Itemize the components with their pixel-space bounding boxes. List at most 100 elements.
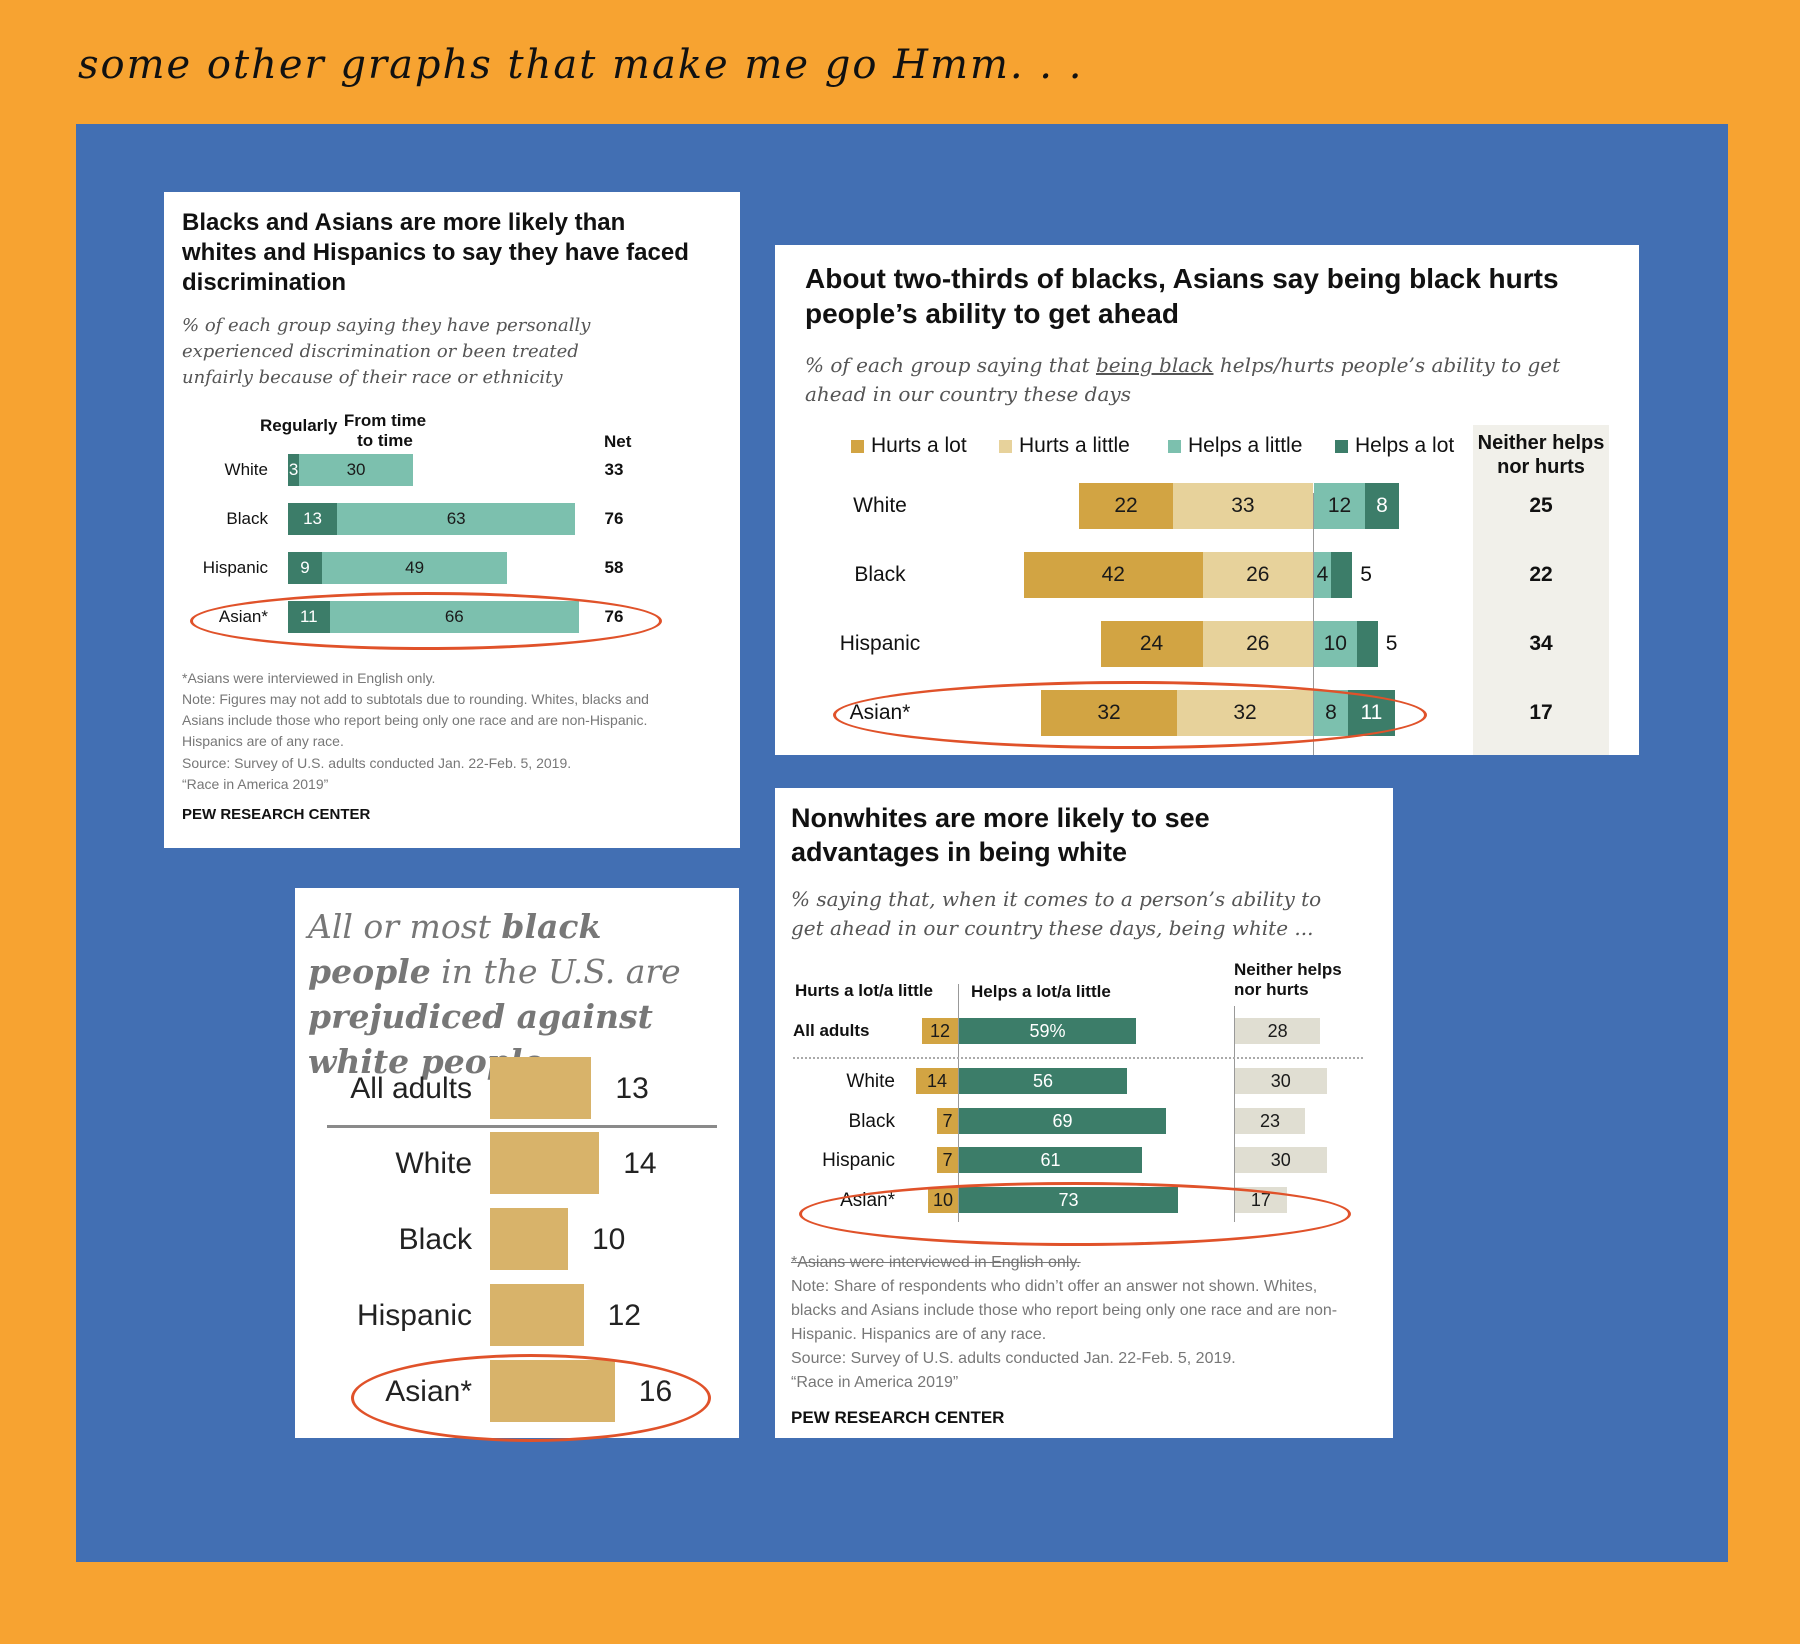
bar-hurts-little: 26 <box>1202 621 1313 667</box>
bar-helps: 61 <box>959 1147 1142 1173</box>
helps-lot-label: 5 <box>1360 563 1372 586</box>
bar-helps-lot <box>1331 552 1353 598</box>
bar-helps-lot: 8 <box>1365 483 1399 529</box>
bar-value <box>490 1208 568 1270</box>
bar-helps-little: 10 <box>1314 621 1357 667</box>
source: Source: Survey of U.S. adults conducted … <box>182 755 572 771</box>
bar-helps-lot <box>1356 621 1378 667</box>
value-label: 13 <box>615 1072 649 1105</box>
card-title: Blacks and Asians are more likely than w… <box>182 209 689 296</box>
category-label: Hispanic <box>822 1150 895 1171</box>
dotted-divider <box>793 1057 1363 1059</box>
card-subtitle: % of each group saying they have persona… <box>182 315 591 389</box>
legend-swatch <box>1335 439 1348 453</box>
note: Note: Figures may not add to subtotals d… <box>182 691 649 749</box>
bar-helps-little: 4 <box>1314 552 1331 598</box>
asian-highlight-circle <box>190 592 662 650</box>
col-net: Net <box>604 432 632 451</box>
card-title: Nonwhites are more likely to see advanta… <box>791 803 1210 867</box>
bar-hurts-little: 33 <box>1172 483 1313 529</box>
bar-regularly: 9 <box>288 552 323 584</box>
bar-neither: 23 <box>1235 1108 1306 1134</box>
legend-item: Hurts a little <box>999 434 1130 458</box>
report-name: “Race in America 2019” <box>182 776 329 792</box>
value-label: 14 <box>623 1147 657 1180</box>
category-label: Black <box>226 509 268 528</box>
net-value: 58 <box>604 558 624 577</box>
bar-from-time: 49 <box>322 552 508 584</box>
bar-helps: 56 <box>959 1068 1127 1094</box>
bar-neither: 30 <box>1235 1147 1327 1173</box>
value-label: 10 <box>592 1223 626 1256</box>
category-label: White <box>395 1147 472 1180</box>
zero-axis-line <box>958 984 959 1222</box>
net-value: 33 <box>604 460 624 479</box>
report-name: “Race in America 2019” <box>791 1374 959 1391</box>
bar-regularly: 13 <box>288 503 338 535</box>
neither-column-bg <box>1473 425 1609 755</box>
footnote: *Asians were interviewed in English only… <box>182 670 436 686</box>
legend-swatch <box>851 439 864 453</box>
category-label: Black <box>854 563 906 586</box>
legend-swatch <box>1168 439 1181 453</box>
page-heading: some other graphs that make me go Hmm. .… <box>78 42 1084 88</box>
card-title: About two-thirds of blacks, Asians say b… <box>805 263 1559 329</box>
neither-value: 25 <box>1529 494 1553 517</box>
category-label: Hispanic <box>839 632 921 655</box>
category-label: White <box>846 1071 895 1092</box>
bar-hurts: 7 <box>937 1147 958 1173</box>
asian-highlight-circle <box>351 1354 711 1442</box>
col-from-time: From time to time <box>343 411 427 451</box>
bar-neither: 30 <box>1235 1068 1327 1094</box>
legend-label: Helps a lot <box>1355 434 1455 457</box>
bar-helps-little: 12 <box>1314 483 1365 529</box>
bar-value <box>490 1284 584 1346</box>
prejudice-card: All or most black people in the U.S. are… <box>295 888 739 1442</box>
legend-label: Hurts a little <box>1019 434 1130 457</box>
pew-logo-text: PEW RESEARCH CENTER <box>791 1408 1005 1427</box>
bar-hurts: 7 <box>937 1108 958 1134</box>
legend-label: Helps a little <box>1188 434 1303 457</box>
bar-from-time: 63 <box>337 503 576 535</box>
asian-highlight-circle <box>799 1182 1351 1246</box>
being-black-card: About two-thirds of blacks, Asians say b… <box>775 245 1639 755</box>
legend-item: Helps a little <box>1168 434 1302 458</box>
category-label: Black <box>848 1111 895 1132</box>
bar-helps: 69 <box>959 1108 1166 1134</box>
neither-value: 34 <box>1529 632 1553 655</box>
bar-hurts-lot: 24 <box>1100 621 1203 667</box>
category-label: White <box>224 460 268 479</box>
legend-swatch <box>999 439 1012 453</box>
chart-board: Blacks and Asians are more likely than w… <box>76 124 1728 1562</box>
category-label: Black <box>398 1223 472 1256</box>
legend-item: Hurts a lot <box>851 434 967 458</box>
category-label: Hispanic <box>356 1299 472 1332</box>
neither-header: Neither helps nor hurts <box>1477 432 1605 478</box>
bar-value <box>490 1132 600 1194</box>
neither-value: 22 <box>1529 563 1553 586</box>
legend-label: Hurts a lot <box>871 434 967 457</box>
asian-highlight-circle <box>833 681 1427 749</box>
bar-neither: 28 <box>1235 1018 1321 1044</box>
legend-item: Helps a lot <box>1335 434 1454 458</box>
bar-helps: 59% <box>959 1018 1136 1044</box>
divider-line <box>327 1125 717 1128</box>
category-label: All adults <box>793 1021 870 1040</box>
bar-hurts-little: 26 <box>1202 552 1313 598</box>
card-title: All or most black people in the U.S. are… <box>308 907 681 1081</box>
value-label: 12 <box>607 1299 641 1332</box>
note: Note: Share of respondents who didn’t of… <box>791 1278 1338 1343</box>
card-subtitle: % of each group saying that being black … <box>805 353 1561 406</box>
pew-logo-text: PEW RESEARCH CENTER <box>182 806 371 823</box>
bar-hurts-lot: 22 <box>1079 483 1173 529</box>
category-label: All adults <box>350 1072 472 1105</box>
neither-value: 17 <box>1529 701 1553 724</box>
bar-hurts: 12 <box>922 1018 958 1044</box>
underlined-phrase: being black <box>1095 353 1214 377</box>
bar-value <box>490 1057 592 1119</box>
bar-hurts: 14 <box>916 1068 958 1094</box>
bar-regularly: 3 <box>288 454 300 486</box>
category-label: Hispanic <box>202 558 268 577</box>
being-white-card: Nonwhites are more likely to see advanta… <box>775 788 1393 1438</box>
discrimination-card: Blacks and Asians are more likely than w… <box>164 192 740 848</box>
